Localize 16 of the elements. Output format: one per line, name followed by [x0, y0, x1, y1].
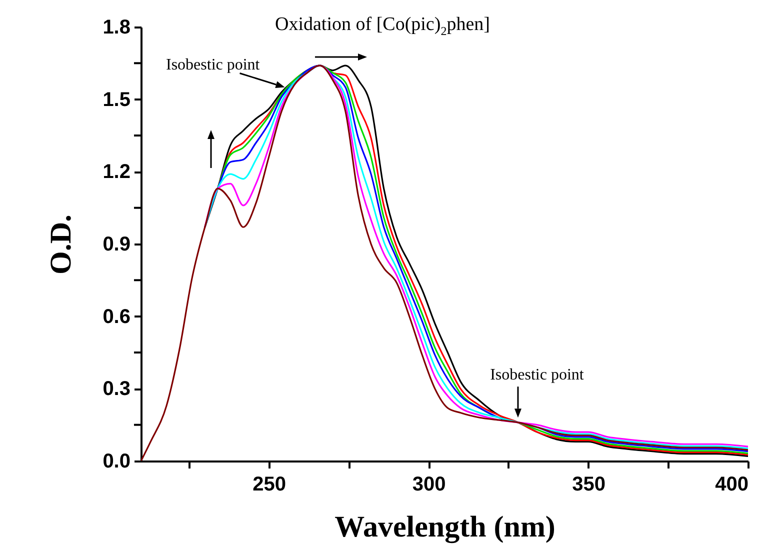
annotation: Isobestic point — [490, 366, 584, 384]
x-tick-label: 250 — [252, 474, 286, 496]
y-tick-label: 0.0 — [102, 450, 130, 472]
y-axis-title: O.D. — [44, 214, 78, 274]
chart-title: Oxidation of [Co(pic)$_{2}$phen] — [275, 14, 490, 39]
y-tick-label: 0.9 — [102, 234, 130, 256]
y-tick-label: 0.3 — [102, 378, 130, 400]
x-tick-label: 400 — [715, 474, 748, 496]
x-tick-label: 350 — [572, 474, 606, 496]
y-tick-label: 1.5 — [102, 88, 130, 111]
y-tick-label: 0.6 — [102, 306, 130, 328]
x-axis-title: Wavelength (nm) — [334, 510, 556, 544]
x-tick-label: 300 — [412, 474, 446, 496]
y-tick-label: 1.2 — [102, 161, 130, 184]
y-tick-label: 1.8 — [102, 16, 130, 38]
annotation: Isobestic point — [166, 56, 260, 74]
